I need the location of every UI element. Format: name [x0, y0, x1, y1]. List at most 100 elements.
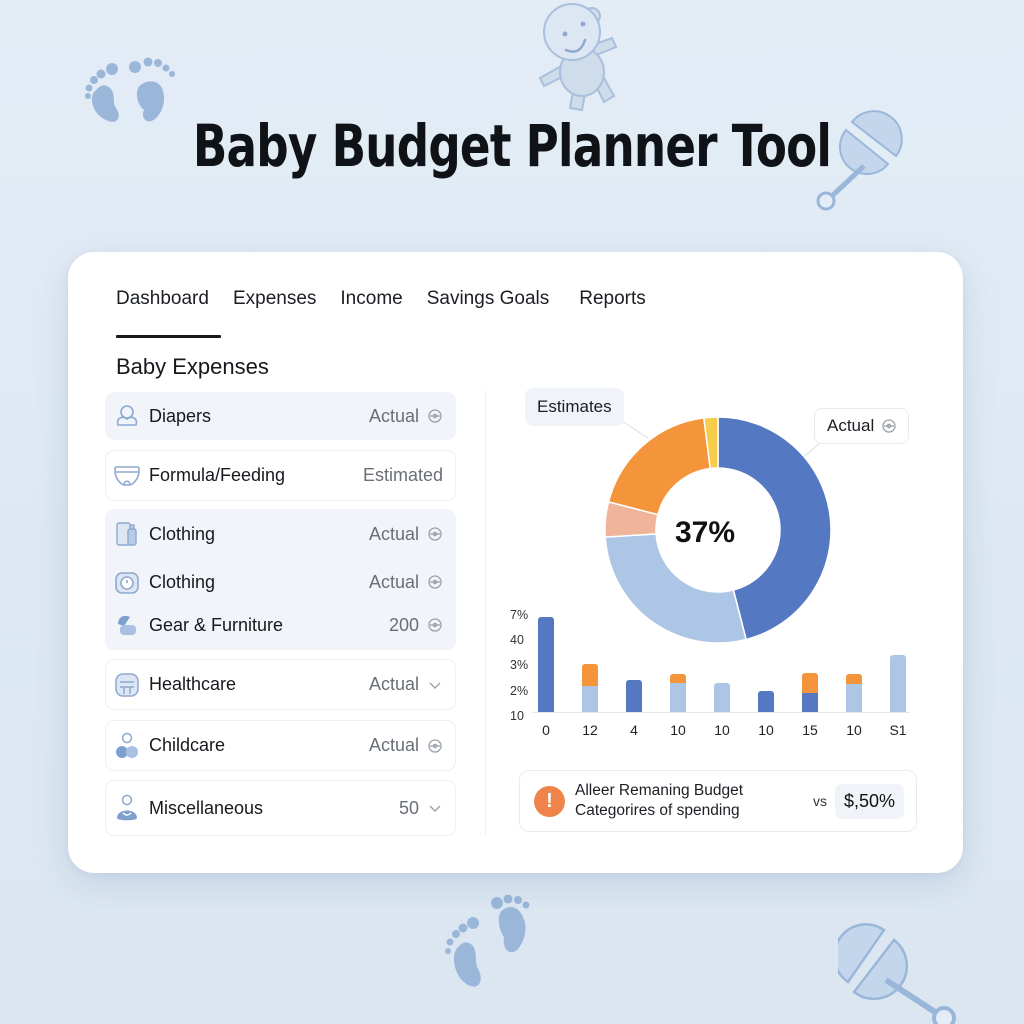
item-value: Actual [368, 405, 419, 426]
toggle-icon[interactable] [427, 408, 443, 424]
bar [626, 680, 642, 712]
bar [714, 683, 730, 712]
divider [485, 390, 486, 835]
budget-alert[interactable]: ! Alleer Remaning Budget Categorires of … [519, 770, 917, 832]
toggle-icon[interactable] [427, 526, 443, 542]
x-tick: 12 [582, 722, 598, 738]
bar-segment [538, 617, 554, 712]
item-name: Clothing [149, 571, 216, 592]
donut-slice [604, 533, 748, 644]
rattle-icon [838, 923, 956, 1024]
bar-segment [802, 673, 818, 693]
donut-center-value: 37% [674, 516, 736, 549]
donut-slice [717, 416, 832, 641]
bar-segment [846, 684, 862, 712]
page-title: Baby Budget Planner Tool [192, 112, 832, 180]
item-value: Actual [368, 571, 419, 592]
x-tick: 10 [758, 722, 774, 738]
alert-value: $,50% [834, 783, 904, 819]
chevron-down-icon[interactable] [427, 677, 443, 693]
item-name: Diapers [149, 405, 212, 426]
item-name: Gear & Furniture [149, 614, 284, 635]
expense-group: Clothing Actual Clothing Actual Gear & F… [105, 509, 456, 650]
x-tick: 0 [542, 722, 550, 738]
x-tick: 4 [630, 722, 638, 738]
donut-slice [702, 416, 719, 470]
bar [846, 674, 862, 712]
list-item-childcare[interactable]: Childcare Actual [105, 720, 456, 771]
bar-segment [582, 686, 598, 712]
bar-segment [670, 674, 686, 683]
stroller-icon [112, 610, 142, 640]
toggle-icon[interactable] [427, 738, 443, 754]
section-title: Baby Expenses [116, 354, 269, 379]
item-value: Actual [368, 523, 419, 544]
bar-segment [890, 655, 906, 712]
tab-reports[interactable]: Reports [579, 288, 646, 309]
caregiver-icon [112, 731, 142, 761]
baby-footprints-icon [85, 57, 175, 122]
alert-line-1: Alleer Remaning Budget [575, 782, 744, 799]
item-name: Formula/Feeding [149, 465, 286, 485]
toggle-icon[interactable] [427, 574, 443, 590]
estimates-label: Estimates [525, 388, 624, 426]
baby-footprints-icon [445, 895, 530, 987]
bar [890, 655, 906, 712]
chart-area: Estimates Actual 37% 7% 40 3% 2% 10 0 12 4… [498, 382, 938, 852]
list-item-clothing-2[interactable]: Clothing Actual [105, 559, 456, 605]
item-name: Childcare [149, 735, 226, 755]
y-tick: 10 [510, 709, 524, 723]
list-item-clothing[interactable]: Clothing Actual [105, 511, 456, 557]
list-item-healthcare[interactable]: Healthcare Actual [105, 659, 456, 710]
bar [582, 664, 598, 712]
item-value: 50 [398, 797, 419, 818]
bar-segment [626, 680, 642, 712]
chevron-down-icon[interactable] [427, 800, 443, 816]
bar-segment [670, 683, 686, 712]
bottle-icon [112, 519, 142, 549]
bar [758, 691, 774, 712]
toggle-icon [882, 419, 896, 433]
item-value: 200 [388, 614, 419, 635]
donut-slice [607, 417, 712, 516]
actual-filter[interactable]: Actual [814, 408, 910, 444]
toggle-icon[interactable] [427, 617, 443, 633]
alert-text: Alleer Remaning Budget Categorires of sp… [575, 781, 813, 821]
bar-segment [714, 683, 730, 712]
donut-chart [604, 411, 832, 644]
bar-segment [758, 691, 774, 712]
bar [670, 674, 686, 712]
tab-income[interactable]: Income [340, 288, 403, 309]
item-name: Miscellaneous [149, 797, 264, 818]
x-tick: 10 [670, 722, 686, 738]
clock-icon [112, 567, 142, 597]
item-name: Clothing [149, 523, 216, 544]
tab-expenses[interactable]: Expenses [232, 288, 317, 309]
x-tick: 10 [846, 722, 862, 738]
exclamation-icon: ! [534, 785, 565, 817]
x-tick: S1 [889, 722, 907, 738]
tab-savings-goals[interactable]: Savings Goals [426, 288, 550, 309]
tab-dashboard[interactable]: Dashboard [116, 288, 221, 338]
dashboard-card: Dashboard Expenses Income Savings Goals … [68, 252, 963, 873]
list-item-formula-feeding[interactable]: Formula/Feeding Estimated [105, 450, 456, 501]
actual-label: Actual [827, 416, 875, 435]
list-item-miscellaneous[interactable]: Miscellaneous 50 [105, 780, 456, 836]
item-value: Actual [368, 735, 419, 755]
bar-segment [846, 674, 862, 684]
x-tick: 10 [714, 722, 730, 738]
item-name: Healthcare [149, 674, 237, 694]
y-tick: 3% [510, 658, 529, 672]
y-tick: 7% [510, 608, 529, 622]
list-item-gear-furniture[interactable]: Gear & Furniture 200 [105, 602, 456, 648]
y-tick: 2% [510, 684, 529, 698]
alert-vs: vs [812, 793, 827, 809]
list-item-diapers[interactable]: Diapers Actual [105, 392, 456, 440]
diaper-icon [112, 461, 142, 491]
bar-segment [582, 664, 598, 686]
y-tick: 40 [510, 633, 524, 647]
medical-kit-icon [112, 670, 142, 700]
bar-segment [802, 693, 818, 712]
baby-doll-icon [538, 3, 618, 112]
person-icon [112, 793, 142, 823]
